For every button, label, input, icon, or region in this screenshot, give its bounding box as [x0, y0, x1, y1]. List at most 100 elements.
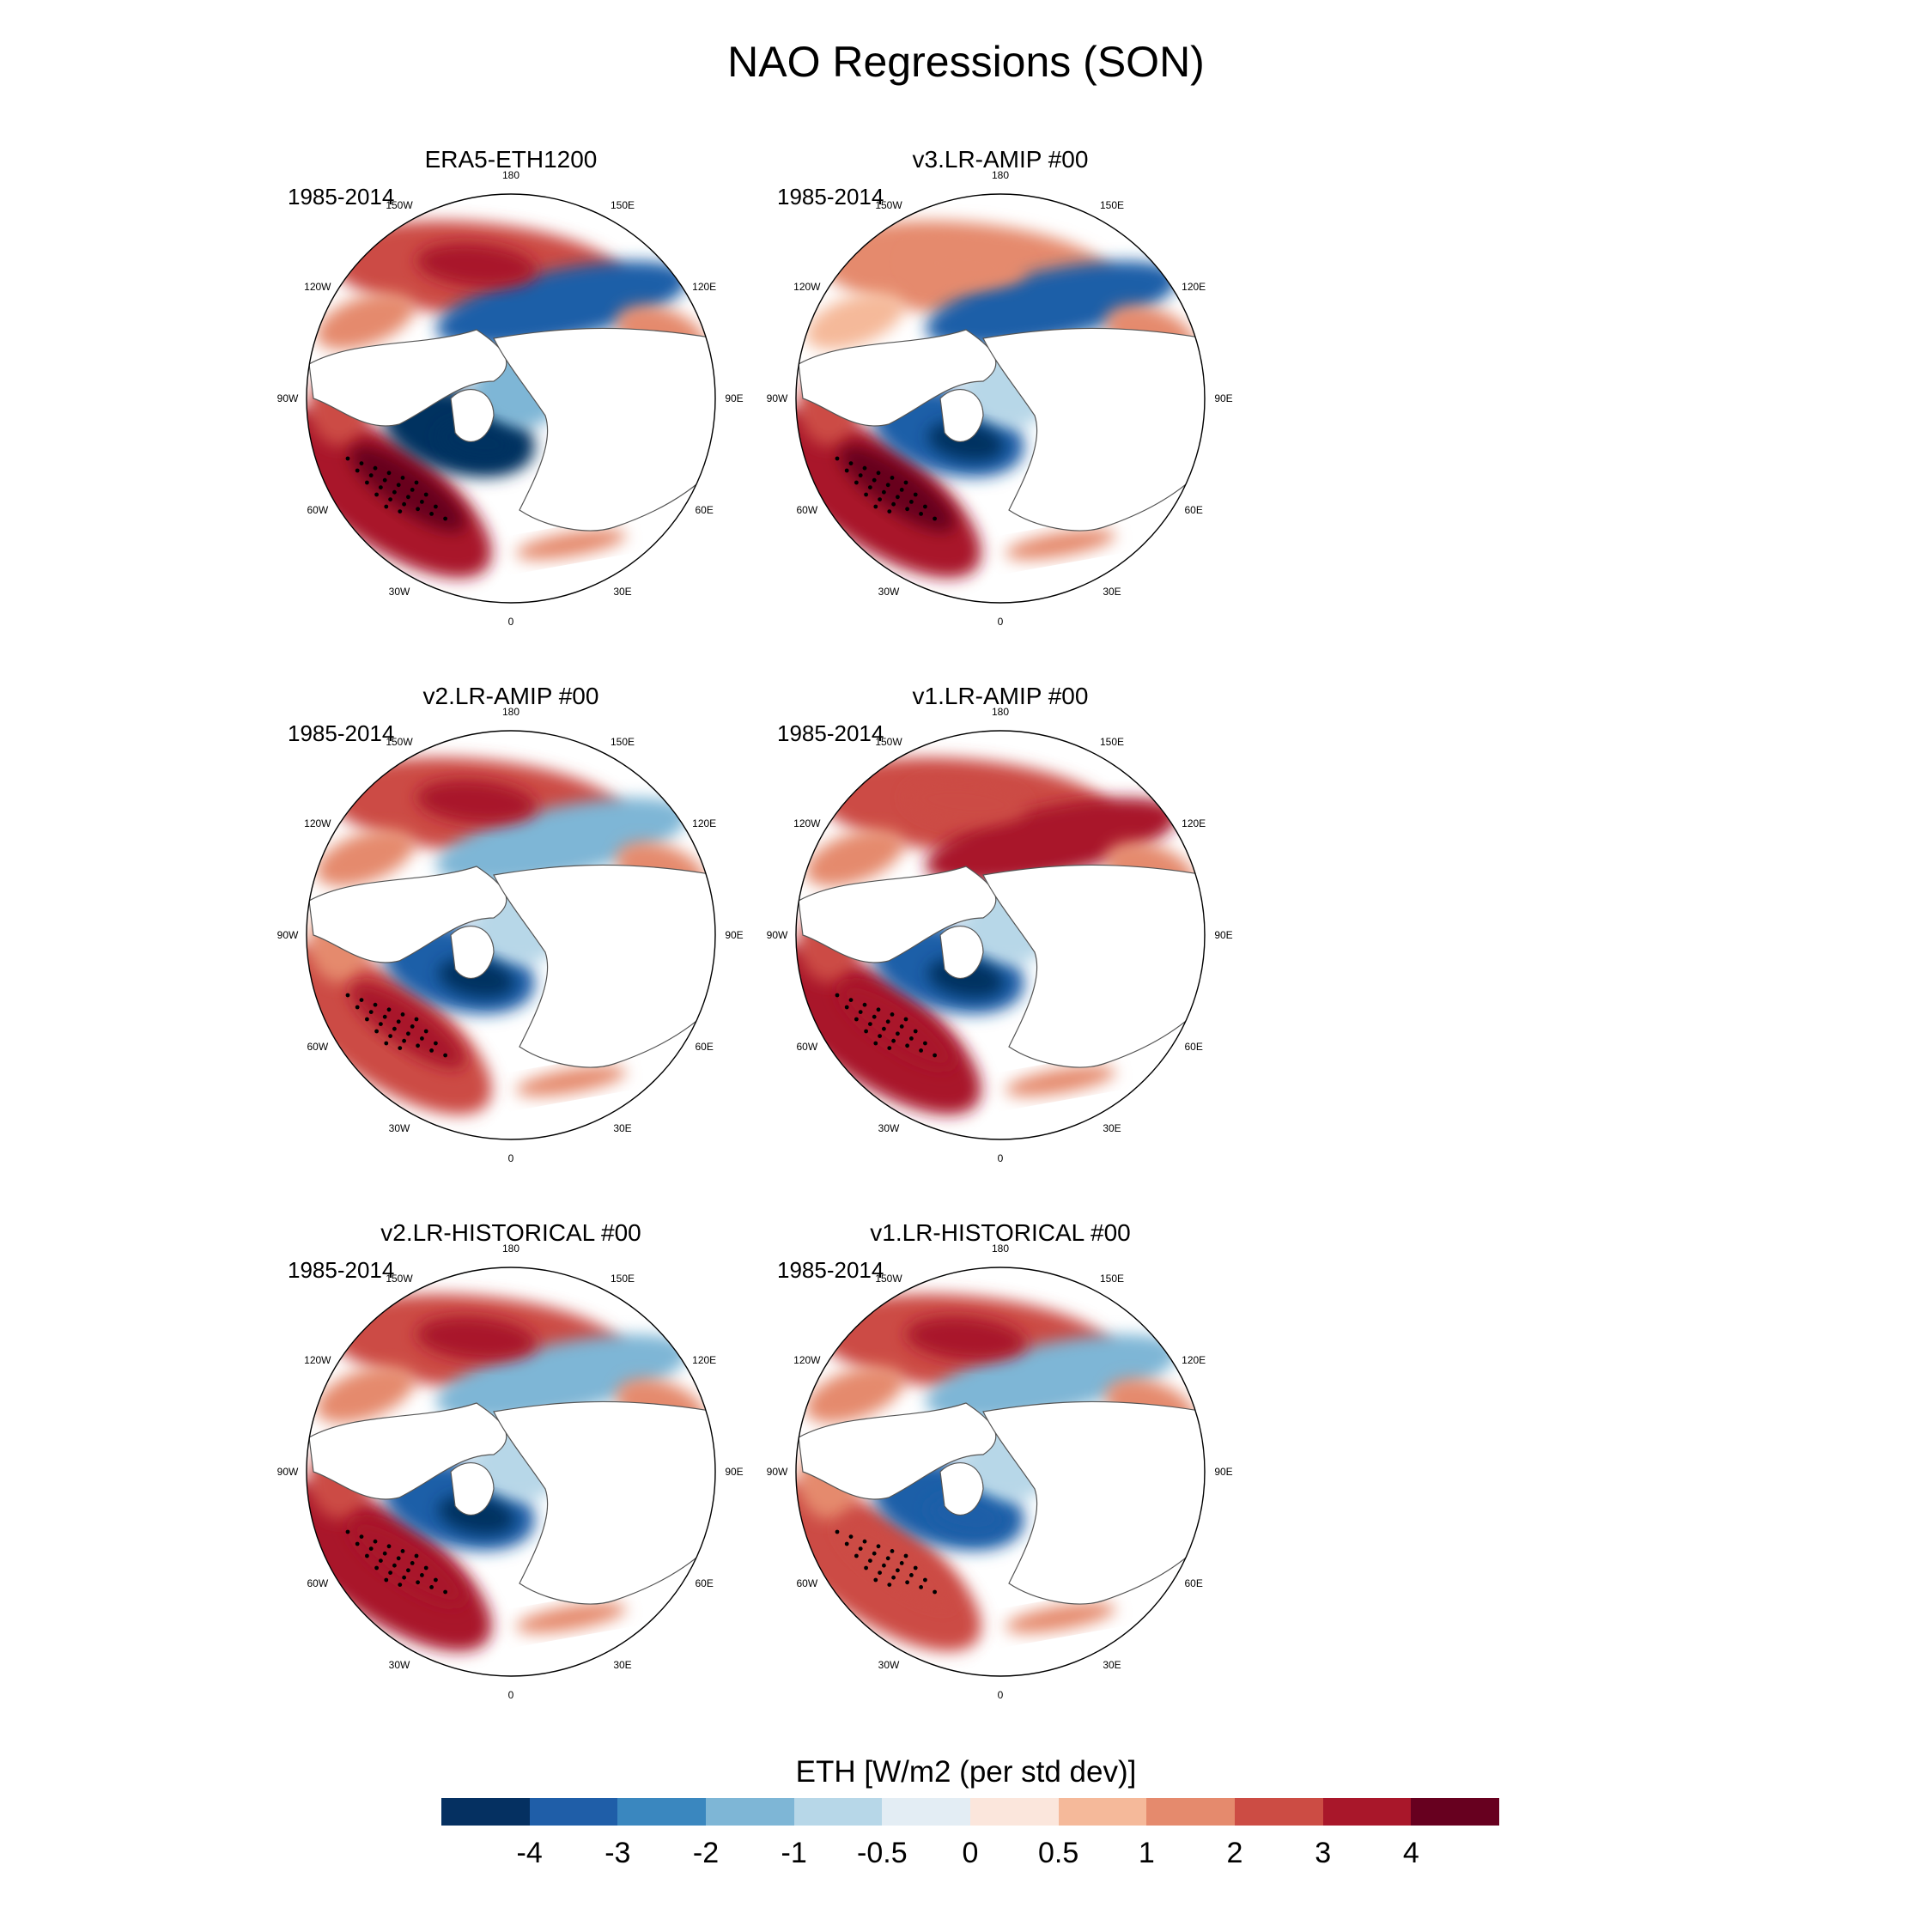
longitude-label: 120W	[304, 817, 331, 829]
polar-map: 180 150E 120E 90E 60E 30E 0 30W 60W 90W 120W 150W	[767, 706, 1233, 1164]
panel-title: v3.LR-AMIP #00	[912, 146, 1089, 173]
longitude-label: 60W	[796, 504, 817, 516]
anomaly-core	[906, 243, 1026, 288]
land-mask	[939, 389, 984, 442]
map-frame	[306, 730, 716, 1140]
longitude-label: 120W	[793, 281, 821, 293]
significance-dots	[345, 1529, 447, 1595]
map-panel: v1.LR-AMIP #00 1985-2014 180 150E 120E 90E 60E…	[767, 683, 1233, 1215]
longitude-label: 90E	[725, 392, 743, 404]
colorbar-box	[529, 1798, 618, 1826]
longitude-label: 120E	[692, 1354, 716, 1366]
map-panel: v2.LR-HISTORICAL #00 1985-2014 180 150E 120E…	[277, 1219, 744, 1752]
colorbar-tick-label: 2	[1226, 1837, 1243, 1869]
anomaly-core	[416, 1316, 537, 1361]
land-mask	[493, 1400, 715, 1605]
longitude-label: 30W	[389, 1122, 410, 1134]
anomaly-region	[515, 1602, 627, 1633]
longitude-label: 0	[998, 1689, 1004, 1701]
anomaly-region	[436, 797, 689, 884]
longitude-label: 150E	[1100, 1273, 1124, 1285]
longitude-label: 90E	[1214, 929, 1232, 941]
panel-period: 1985-2014	[777, 720, 884, 746]
longitude-label: 60E	[1184, 1041, 1202, 1053]
colorbar-tick-label: -1	[781, 1837, 807, 1869]
longitude-label: 60E	[1184, 504, 1202, 516]
longitude-label: 180	[502, 706, 519, 718]
longitude-label: 30E	[613, 586, 631, 598]
polar-map: 180 150E 120E 90E 60E 30E 0 30W 60W 90W 120W 150W	[277, 706, 744, 1164]
longitude-label: 180	[992, 706, 1009, 718]
land-mask	[308, 866, 507, 963]
longitude-label: 150W	[875, 1273, 902, 1285]
map-frame	[795, 1267, 1206, 1677]
anomaly-region	[926, 1334, 1178, 1421]
longitude-label: 120W	[793, 1354, 821, 1366]
longitude-label: 120W	[793, 817, 821, 829]
panel-period: 1985-2014	[777, 1257, 884, 1283]
colorbar-tick-label: 0.5	[1038, 1837, 1079, 1869]
colorbar-tick-label: 1	[1138, 1837, 1155, 1869]
longitude-label: 120E	[1182, 817, 1206, 829]
longitude-label: 0	[998, 1152, 1004, 1164]
colorbar-box	[1322, 1798, 1412, 1826]
polar-map: 180 150E 120E 90E 60E 30E 0 30W 60W 90W 120W 150W	[767, 169, 1233, 628]
longitude-label: 60W	[796, 1041, 817, 1053]
colorbar-box	[441, 1798, 530, 1826]
land-mask	[308, 1402, 507, 1500]
land-mask	[798, 866, 997, 963]
anomaly-region	[926, 260, 1178, 348]
map-panel: ERA5-ETH1200 1985-2014 180 150E 120E 90E 60E 30…	[277, 146, 744, 678]
land-mask	[982, 327, 1205, 532]
land-mask	[939, 926, 984, 979]
figure-title: NAO Regressions (SON)	[727, 38, 1205, 86]
longitude-label: 150E	[1100, 736, 1124, 748]
polar-map: 180 150E 120E 90E 60E 30E 0 30W 60W 90W 120W 150W	[277, 1242, 744, 1701]
colorbar-tick-label: 4	[1402, 1837, 1419, 1869]
anomaly-core	[906, 780, 1026, 824]
land-mask	[450, 389, 495, 442]
longitude-label: 120E	[692, 281, 716, 293]
panel-title: v1.LR-HISTORICAL #00	[870, 1219, 1131, 1246]
map-panel: v1.LR-HISTORICAL #00 1985-2014 180 150E 120E…	[767, 1219, 1233, 1752]
longitude-label: 90W	[767, 929, 788, 941]
panel-title: v2.LR-HISTORICAL #00	[380, 1219, 641, 1246]
longitude-label: 90W	[277, 929, 299, 941]
anomaly-core	[349, 445, 466, 532]
anomaly-region	[805, 829, 904, 887]
map-frame	[795, 730, 1206, 1140]
longitude-label: 30E	[1103, 1659, 1121, 1671]
map-frame	[306, 193, 716, 604]
anomaly-region	[805, 1365, 904, 1424]
panel-title: v2.LR-AMIP #00	[422, 683, 599, 709]
longitude-label: 180	[502, 169, 519, 181]
longitude-label: 90E	[1214, 392, 1232, 404]
anomaly-region	[315, 1365, 415, 1424]
longitude-label: 30W	[878, 1122, 900, 1134]
longitude-label: 60E	[1184, 1577, 1202, 1589]
panel-period: 1985-2014	[288, 1257, 395, 1283]
anomaly-region	[1005, 1066, 1116, 1097]
longitude-label: 150W	[875, 199, 902, 211]
colorbar-tick-label: 0	[962, 1837, 979, 1869]
colorbar	[441, 1798, 1500, 1826]
longitude-label: 120W	[304, 1354, 331, 1366]
land-mask	[982, 864, 1205, 1068]
longitude-label: 180	[502, 1242, 519, 1255]
longitude-label: 120E	[1182, 281, 1206, 293]
panel-period: 1985-2014	[288, 184, 395, 210]
longitude-label: 60W	[796, 1577, 817, 1589]
longitude-label: 30W	[389, 586, 410, 598]
panel-title: v1.LR-AMIP #00	[912, 683, 1089, 709]
longitude-label: 60E	[695, 1041, 713, 1053]
colorbar-box	[793, 1798, 883, 1826]
land-mask	[798, 1402, 997, 1500]
anomaly-region	[315, 292, 415, 350]
colorbar-box	[970, 1798, 1059, 1826]
longitude-label: 90W	[767, 392, 788, 404]
anomaly-region	[805, 292, 904, 350]
longitude-label: 60W	[307, 504, 328, 516]
anomaly-region	[1005, 529, 1116, 560]
panel-period: 1985-2014	[288, 720, 395, 746]
anomaly-core	[839, 445, 956, 532]
